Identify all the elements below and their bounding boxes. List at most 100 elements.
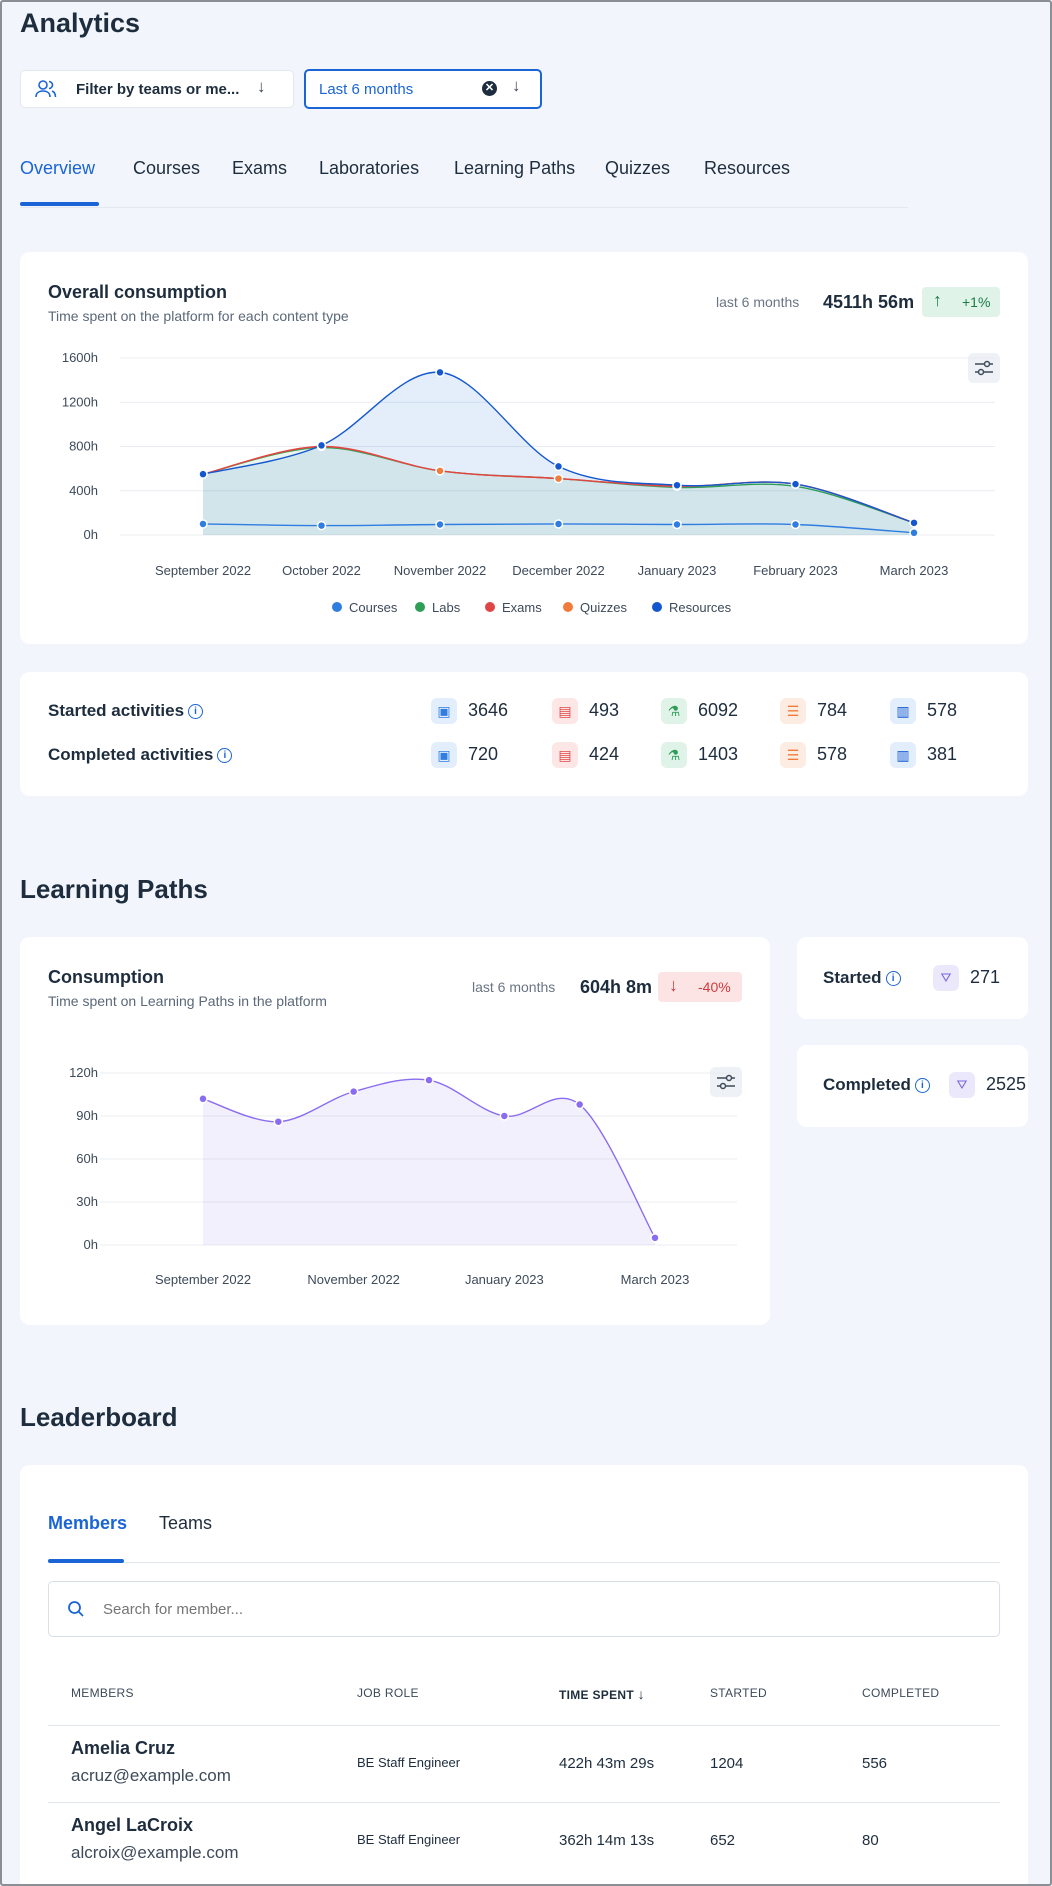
data-point-resources bbox=[553, 461, 564, 472]
leaderboard-heading: Leaderboard bbox=[20, 1402, 178, 1432]
lp-completed-text: Completed bbox=[823, 1075, 911, 1094]
lp-title: Consumption bbox=[48, 967, 164, 987]
search-input[interactable] bbox=[101, 1596, 965, 1622]
job-role: BE Staff Engineer bbox=[357, 1755, 461, 1770]
lp-trend: -40% bbox=[698, 979, 731, 995]
x-tick-label: January 2023 bbox=[465, 1272, 544, 1287]
tab-learning-paths[interactable]: Learning Paths bbox=[454, 158, 576, 178]
x-tick-label: January 2023 bbox=[638, 563, 717, 578]
x-tick-label: November 2022 bbox=[394, 563, 487, 578]
sort-desc-icon: ↓ bbox=[637, 1686, 645, 1702]
legend-marker bbox=[652, 602, 662, 612]
data-point-courses bbox=[672, 519, 682, 530]
data-point-resources bbox=[198, 469, 208, 479]
x-tick-label: September 2022 bbox=[155, 563, 251, 578]
data-point-learning-paths bbox=[574, 1099, 585, 1110]
overall-title: Overall consumption bbox=[48, 282, 228, 302]
data-point-quizzes bbox=[435, 466, 445, 476]
active-tab-indicator bbox=[48, 1559, 124, 1563]
y-tick-label: 0h bbox=[84, 1237, 98, 1252]
leaderboard-card: Members Teams MEMBERS JOB ROLE TIME SPEN… bbox=[20, 1465, 1028, 1884]
activities-card: Started activities i Completed activities… bbox=[20, 672, 1028, 796]
y-tick-label: 90h bbox=[76, 1108, 98, 1123]
data-point-learning-paths bbox=[424, 1075, 434, 1085]
search-icon bbox=[68, 1601, 84, 1617]
col-time-spent[interactable]: TIME SPENT ↓ bbox=[559, 1686, 645, 1702]
arrow-down-icon: ↓ bbox=[512, 76, 521, 95]
y-tick-label: 30h bbox=[76, 1194, 98, 1209]
tab-courses[interactable]: Courses bbox=[133, 158, 201, 178]
data-point-courses bbox=[790, 519, 801, 530]
tab-teams[interactable]: Teams bbox=[159, 1513, 213, 1533]
y-tick-label: 400h bbox=[69, 483, 98, 498]
tab-overview[interactable]: Overview bbox=[20, 158, 96, 178]
data-point-courses bbox=[316, 520, 327, 531]
legend-marker bbox=[415, 602, 425, 612]
chart-settings-button[interactable] bbox=[710, 1067, 742, 1097]
completed-count: 556 bbox=[862, 1755, 888, 1772]
started-count: 652 bbox=[710, 1832, 736, 1849]
y-tick-label: 0h bbox=[84, 527, 98, 542]
info-icon[interactable]: i bbox=[217, 748, 233, 764]
tab-laboratories[interactable]: Laboratories bbox=[319, 158, 420, 178]
overall-period-label: last 6 months bbox=[716, 294, 800, 310]
overall-trend-badge: ↑ +1% bbox=[922, 287, 1000, 317]
info-icon[interactable]: i bbox=[885, 971, 901, 987]
legend-label: Exams bbox=[502, 600, 542, 615]
data-point-learning-paths bbox=[348, 1086, 359, 1097]
learning-path-icon: ⛛ bbox=[949, 1072, 975, 1098]
col-started: STARTED bbox=[710, 1686, 767, 1700]
tab-exams[interactable]: Exams bbox=[232, 158, 288, 178]
started-count: 1204 bbox=[710, 1755, 744, 1772]
quiz-icon: ☰ bbox=[780, 698, 806, 724]
learning-path-icon: ⛛ bbox=[933, 965, 959, 991]
x-tick-label: October 2022 bbox=[282, 563, 361, 578]
lp-completed-value: 2525 bbox=[986, 1074, 1027, 1094]
row-divider bbox=[48, 1802, 1000, 1803]
col-time-spent-label: TIME SPENT bbox=[559, 1688, 635, 1702]
clear-icon[interactable]: ✕ bbox=[482, 81, 497, 96]
tab-resources[interactable]: Resources bbox=[704, 158, 791, 178]
time-spent: 362h 14m 13s bbox=[559, 1832, 655, 1849]
col-members: MEMBERS bbox=[71, 1686, 134, 1700]
legend-label: Quizzes bbox=[580, 600, 627, 615]
legend-label: Resources bbox=[669, 600, 732, 615]
info-icon[interactable]: i bbox=[914, 1078, 930, 1094]
member-email: alcroix@example.com bbox=[71, 1843, 239, 1862]
page-title: Analytics bbox=[20, 8, 141, 38]
data-point-learning-paths bbox=[198, 1094, 208, 1104]
completed-activity-count: 578 bbox=[817, 744, 848, 764]
started-activity-count: 493 bbox=[589, 700, 620, 720]
data-point-quizzes bbox=[553, 473, 564, 484]
area-labs bbox=[203, 447, 914, 535]
info-icon[interactable]: i bbox=[188, 704, 204, 720]
table-row[interactable]: Amelia Cruz acruz@example.com BE Staff Eng… bbox=[48, 1726, 1000, 1803]
y-tick-label: 60h bbox=[76, 1151, 98, 1166]
lp-consumption-chart: 0h 30h 60h 90h 120h September 2022 November 20… bbox=[69, 1065, 737, 1287]
data-point-resources bbox=[435, 367, 445, 378]
y-tick-label: 800h bbox=[69, 439, 98, 454]
tab-members[interactable]: Members bbox=[48, 1513, 128, 1533]
sliders-icon bbox=[975, 360, 993, 376]
legend-marker bbox=[563, 602, 573, 612]
teams-filter-label: Filter by teams or me... bbox=[76, 81, 240, 98]
lp-started-text: Started bbox=[823, 968, 882, 987]
overall-total: 4511h 56m bbox=[823, 292, 915, 312]
completed-activity-count: 424 bbox=[589, 744, 620, 764]
data-point-resources bbox=[790, 479, 801, 489]
x-tick-label: December 2022 bbox=[512, 563, 605, 578]
teams-filter[interactable]: Filter by teams or me... ↓ bbox=[20, 70, 294, 108]
area-resources bbox=[203, 372, 914, 535]
period-filter[interactable]: Last 6 months ✕ ↓ bbox=[304, 69, 542, 109]
tab-quizzes[interactable]: Quizzes bbox=[605, 158, 671, 178]
data-point-courses bbox=[198, 519, 208, 529]
table-row[interactable]: Angel LaCroix alcroix@example.com BE Staff… bbox=[48, 1803, 1000, 1880]
member-search[interactable] bbox=[48, 1581, 1000, 1637]
lp-started-card: Started i ⛛ 271 bbox=[797, 937, 1028, 1019]
tabs-divider bbox=[48, 1562, 1000, 1563]
y-tick-label: 120h bbox=[69, 1065, 98, 1080]
learning-paths-heading: Learning Paths bbox=[20, 874, 208, 904]
member-name: Angel LaCroix bbox=[71, 1815, 194, 1835]
x-tick-label: February 2023 bbox=[753, 563, 838, 578]
data-point-resources bbox=[672, 480, 682, 490]
